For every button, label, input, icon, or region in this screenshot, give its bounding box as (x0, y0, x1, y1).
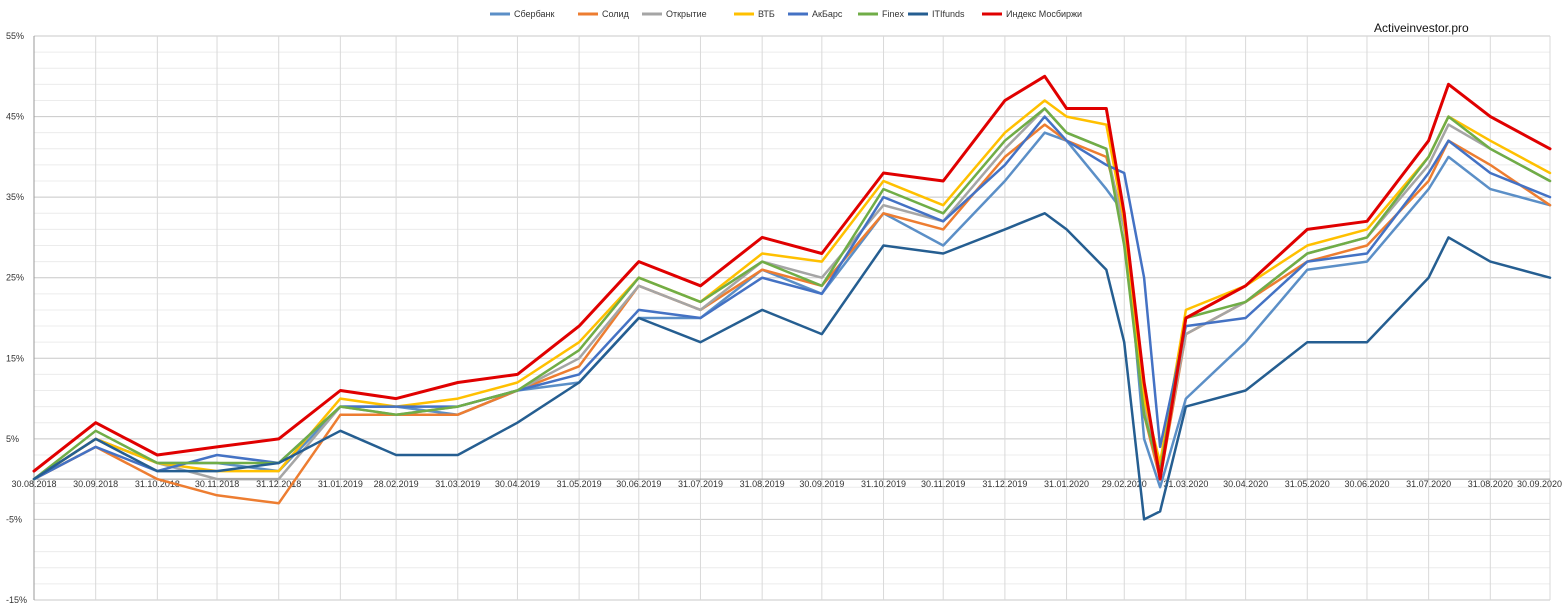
x-tick-label: 30.08.2018 (11, 479, 56, 489)
y-tick-label: -5% (6, 514, 22, 524)
x-tick-label: 31.07.2020 (1406, 479, 1451, 489)
x-tick-label: 31.08.2019 (740, 479, 785, 489)
y-tick-label: -15% (6, 595, 27, 605)
legend-label: ВТБ (758, 9, 775, 19)
x-tick-label: 31.10.2019 (861, 479, 906, 489)
legend-label: Солид (602, 9, 630, 19)
x-axis-tick-labels: 30.08.2018 30.09.2018 31.10.2018 30.11.2018… (11, 479, 1562, 489)
series-lines (32, 74, 1552, 521)
x-tick-label: 31.03.2019 (435, 479, 480, 489)
series-line (32, 99, 1552, 481)
y-tick-label: 55% (6, 31, 24, 41)
x-tick-label: 31.03.2020 (1163, 479, 1208, 489)
series-line (32, 212, 1552, 521)
y-axis-tick-labels: -15% -5% 5% 15% 25% 35% 45% 55% (6, 31, 27, 605)
x-tick-label: 30.11.2018 (195, 479, 239, 489)
y-tick-label: 45% (6, 112, 24, 122)
series-line (32, 107, 1552, 481)
x-tick-label: 30.09.2020 (1517, 479, 1562, 489)
x-tick-label: 30.09.2018 (73, 479, 118, 489)
legend-label: Индекс Мосбиржи (1006, 9, 1082, 19)
series-line (32, 74, 1552, 481)
y-tick-label: 5% (6, 434, 19, 444)
x-tick-label: 31.05.2020 (1285, 479, 1330, 489)
legend-label: Finex (882, 9, 905, 19)
x-tick-label: 31.07.2019 (678, 479, 723, 489)
y-tick-label: 15% (6, 353, 24, 363)
x-tick-label: 30.04.2020 (1223, 479, 1268, 489)
legend-label: Сбербанк (514, 9, 554, 19)
legend-label: Открытие (666, 9, 707, 19)
x-tick-label: 28.02.2019 (374, 479, 419, 489)
x-tick-label: 30.09.2019 (799, 479, 844, 489)
x-tick-label: 31.12.2018 (256, 479, 301, 489)
y-tick-label: 35% (6, 192, 24, 202)
x-tick-label: 31.08.2020 (1468, 479, 1513, 489)
legend-label: ITIfunds (932, 9, 965, 19)
x-tick-label: 30.11.2019 (921, 479, 965, 489)
x-tick-label: 30.04.2019 (495, 479, 540, 489)
x-tick-label: 31.12.2019 (982, 479, 1027, 489)
x-tick-label: 31.10.2018 (135, 479, 180, 489)
x-tick-label: 30.06.2019 (616, 479, 661, 489)
x-tick-label: 29.02.2020 (1102, 479, 1147, 489)
x-tick-label: 31.05.2019 (557, 479, 602, 489)
x-tick-label: 31.01.2020 (1044, 479, 1089, 489)
gridlines (33, 35, 1551, 601)
legend-label: АкБарс (812, 9, 843, 19)
y-tick-label: 25% (6, 273, 24, 283)
x-tick-label: 30.06.2020 (1344, 479, 1389, 489)
x-tick-label: 31.01.2019 (318, 479, 363, 489)
legend: Сбербанк Солид Открытие ВТБ АкБарс Finex ITIfu… (490, 9, 1082, 19)
watermark-text: Activeinvestor.pro (1374, 21, 1469, 35)
